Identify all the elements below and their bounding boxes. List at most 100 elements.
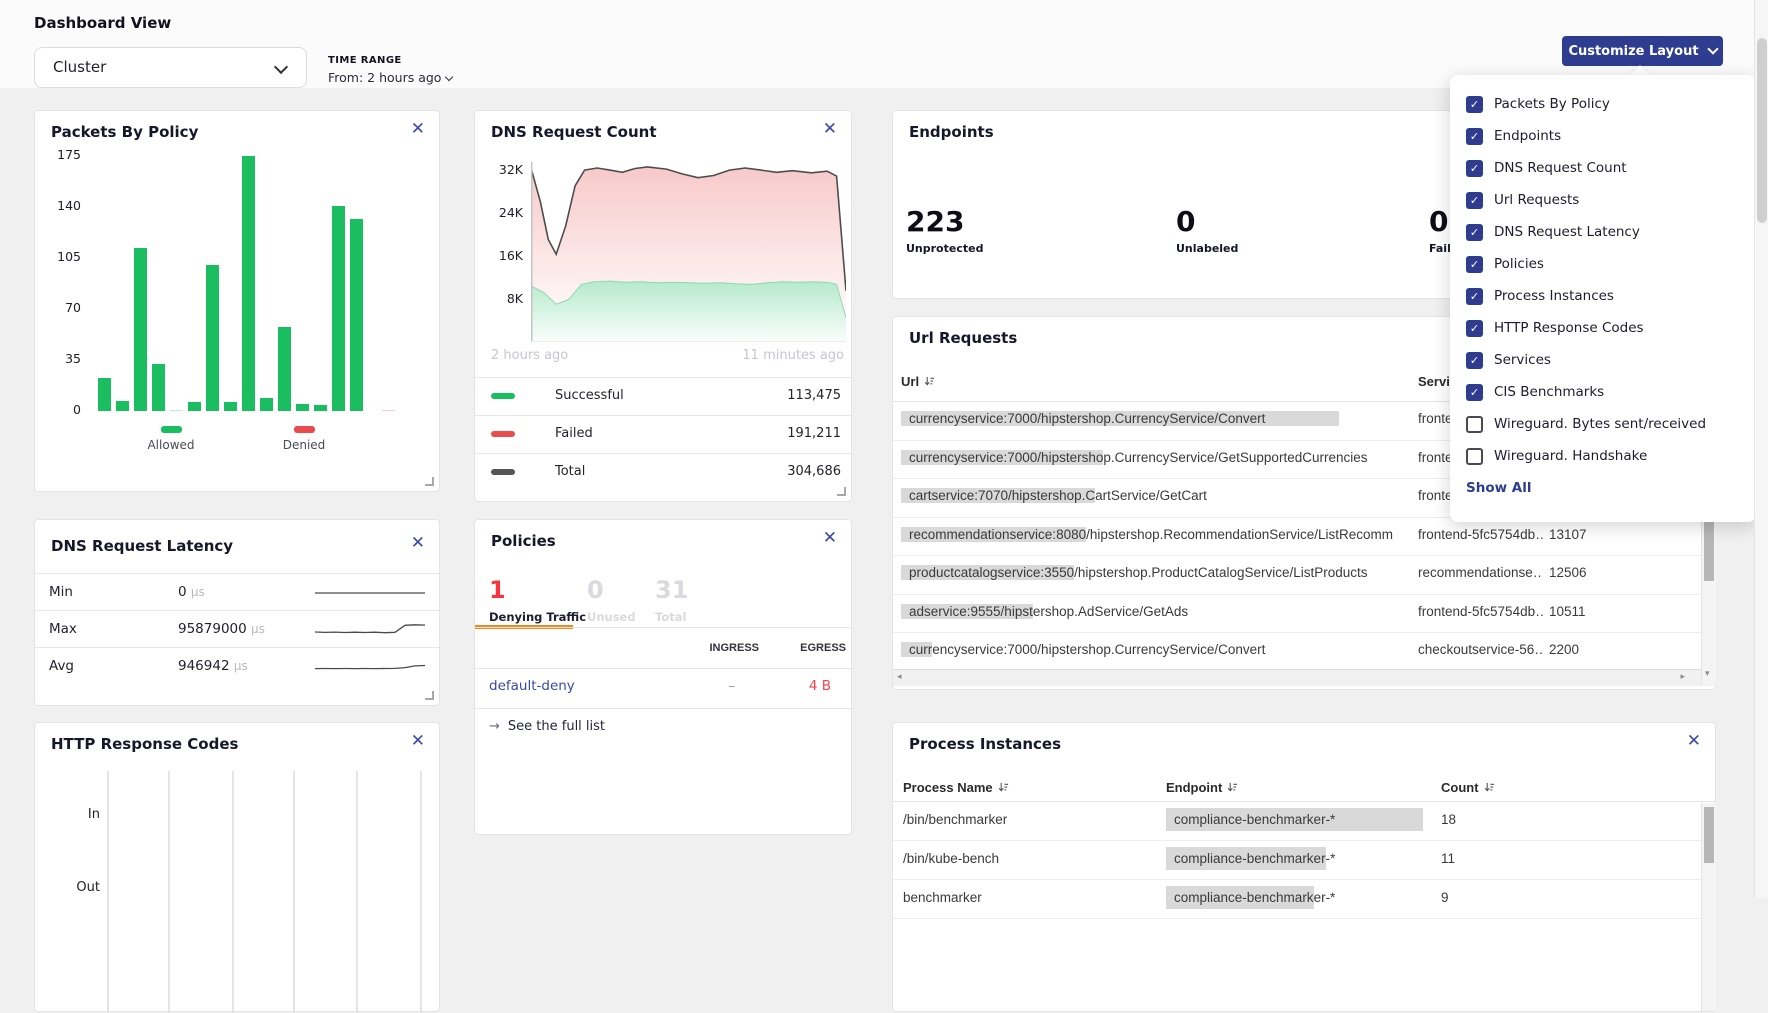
customize-menu-item-cis-benchmarks[interactable]: ✓ CIS Benchmarks [1450,383,1756,411]
url-cell: adservice:9555/hipstershop.AdService/Get… [901,604,1406,619]
column-header-count[interactable]: Count [1441,780,1495,795]
area-chart [531,156,846,342]
latency-unit: µs [234,659,248,673]
customize-layout-button[interactable]: Customize Layout [1562,36,1723,66]
grid-line [420,771,422,1013]
table-row[interactable]: recommendationservice:8080/hipstershop.R… [893,518,1715,557]
stat-value: 0 [1176,205,1238,238]
customize-menu-item-http-response-codes[interactable]: ✓HTTP Response Codes [1450,319,1756,347]
customize-menu-item-wireguard-handshake[interactable]: Wireguard. Handshake [1450,447,1756,475]
card-title: Process Instances [909,735,1061,753]
resize-handle-icon[interactable] [837,487,846,496]
checkbox-icon[interactable]: ✓ [1466,128,1483,145]
checkbox-icon[interactable]: ✓ [1466,192,1483,209]
column-header-process-name[interactable]: Process Name [903,780,1009,795]
scroll-left-icon[interactable]: ◂ [897,672,902,682]
menu-item-label: Endpoints [1494,128,1561,144]
latency-value: 946942 µs [178,658,248,674]
grid-line [107,771,109,1013]
customize-menu-item-dns-request-latency[interactable]: ✓DNS Request Latency [1450,223,1756,251]
column-header-endpoint[interactable]: Endpoint [1166,780,1238,795]
checkbox-icon[interactable]: ✓ [1466,384,1483,401]
resize-handle-icon[interactable] [425,477,434,486]
customize-menu-item-wireguard-bytes-sent-received[interactable]: Wireguard. Bytes sent/received [1450,415,1756,443]
url-cell: currencyservice:7000/hipstershop.Currenc… [901,411,1406,426]
process-name-cell: /bin/kube-bench [903,851,999,866]
close-icon[interactable]: ✕ [823,528,837,548]
checkbox-icon[interactable]: ✓ [1466,320,1483,337]
y-axis-tick: 16K [479,248,523,263]
policy-stat-label[interactable]: Denying Traffic [489,610,586,624]
checkbox-icon[interactable]: ✓ [1466,288,1483,305]
vertical-scrollbar[interactable] [1701,803,1716,1011]
grid-line [232,771,234,1013]
customize-menu-item-services[interactable]: ✓ Services [1450,351,1756,379]
time-range-value: From: 2 hours ago [328,70,441,85]
customize-menu-item-packets-by-policy[interactable]: ✓Packets By Policy [1450,95,1756,123]
view-selector-value: Cluster [53,58,106,76]
see-full-list-link[interactable]: →See the full list [489,719,605,734]
customize-menu-item-policies[interactable]: ✓Policies [1450,255,1756,283]
latency-unit: µs [251,622,265,636]
url-rest: artService/GetCart [1095,488,1207,503]
stat-value: 223 [906,205,983,238]
resize-handle-icon[interactable] [425,691,434,700]
checkbox-icon[interactable]: ✓ [1466,256,1483,273]
scroll-down-icon[interactable]: ▾ [1705,669,1710,679]
table-row[interactable]: productcatalogservice:3550/hipstershop.P… [893,556,1715,595]
checkbox-icon[interactable]: ✓ [1466,96,1483,113]
close-icon[interactable]: ✕ [411,731,425,751]
customize-menu-item-dns-request-count[interactable]: ✓DNS Request Count [1450,159,1756,187]
sparkline [315,657,427,679]
customize-menu-item-endpoints[interactable]: ✓ Endpoints [1450,127,1756,155]
table-row[interactable]: adservice:9555/hipstershop.AdService/Get… [893,595,1715,634]
horizontal-scrollbar[interactable]: ◂ ▸ [893,669,1715,686]
close-icon[interactable]: ✕ [411,119,425,139]
checkbox-icon[interactable]: ✓ [1466,352,1483,369]
bar-denied [382,410,395,412]
url-highlight: currencyservice:7000/hipstershop.Currenc… [901,411,1339,426]
policy-egress-value: 4 B [766,678,831,694]
scrollbar-thumb[interactable] [1757,38,1767,223]
card-title: Policies [491,532,556,550]
show-all-link[interactable]: Show All [1466,480,1531,496]
scroll-right-icon[interactable]: ▸ [1680,672,1685,682]
customize-menu-item-process-instances[interactable]: ✓Process Instances [1450,287,1756,315]
menu-item-label: Url Requests [1494,192,1579,208]
table-row[interactable]: /bin/benchmarkercompliance-benchmarker-*… [893,802,1715,841]
table-row[interactable]: currencyservice:7000/hipstershop.Currenc… [893,633,1715,672]
time-range-dropdown[interactable]: From: 2 hours ago [328,70,452,85]
close-icon[interactable]: ✕ [823,119,837,139]
scrollbar-thumb[interactable] [1704,521,1714,581]
policy-link[interactable]: default-deny [489,678,575,694]
column-header-url[interactable]: Url [901,374,935,389]
endpoint-cell: compliance-benchmarker-* [1166,851,1335,866]
checkbox-icon[interactable] [1466,416,1483,433]
x-axis-left-label: 2 hours ago [491,348,568,363]
y-axis-tick: 8K [479,291,523,306]
view-selector[interactable]: Cluster [34,47,307,88]
count-cell: 11 [1441,851,1455,866]
table-row[interactable]: benchmarkercompliance-benchmarker-*9 [893,880,1715,919]
card-http-response-codes: HTTP Response Codes ✕ In Out [34,722,440,1012]
menu-item-label: CIS Benchmarks [1494,384,1604,400]
checkbox-icon[interactable]: ✓ [1466,224,1483,241]
checkbox-icon[interactable]: ✓ [1466,160,1483,177]
close-icon[interactable]: ✕ [1687,731,1701,751]
bar-allowed [260,398,273,411]
url-highlight: cartservice:7070/hipstershop.C [901,488,1095,503]
url-rest: /hipstershop.ProductCatalogService/ListP… [1074,565,1367,580]
menu-item-label: Services [1494,352,1551,368]
bar-allowed [332,206,345,412]
close-icon[interactable]: ✕ [411,533,425,553]
card-packets-by-policy: Packets By Policy ✕ 17514010570350 Allow… [34,110,440,492]
endpoint-stat-unlabeled: 0Unlabeled [1176,205,1238,255]
table-row[interactable]: /bin/kube-bench compliance-benchmarker-* 1… [893,841,1715,880]
column-header-ingress: INGRESS [679,642,759,654]
row-label-out: Out [55,880,100,895]
page-scrollbar[interactable] [1754,0,1768,898]
scrollbar-thumb[interactable] [1704,807,1714,863]
y-axis-tick: 24K [479,205,523,220]
customize-menu-item-url-requests[interactable]: ✓ Url Requests [1450,191,1756,219]
checkbox-icon[interactable] [1466,448,1483,465]
